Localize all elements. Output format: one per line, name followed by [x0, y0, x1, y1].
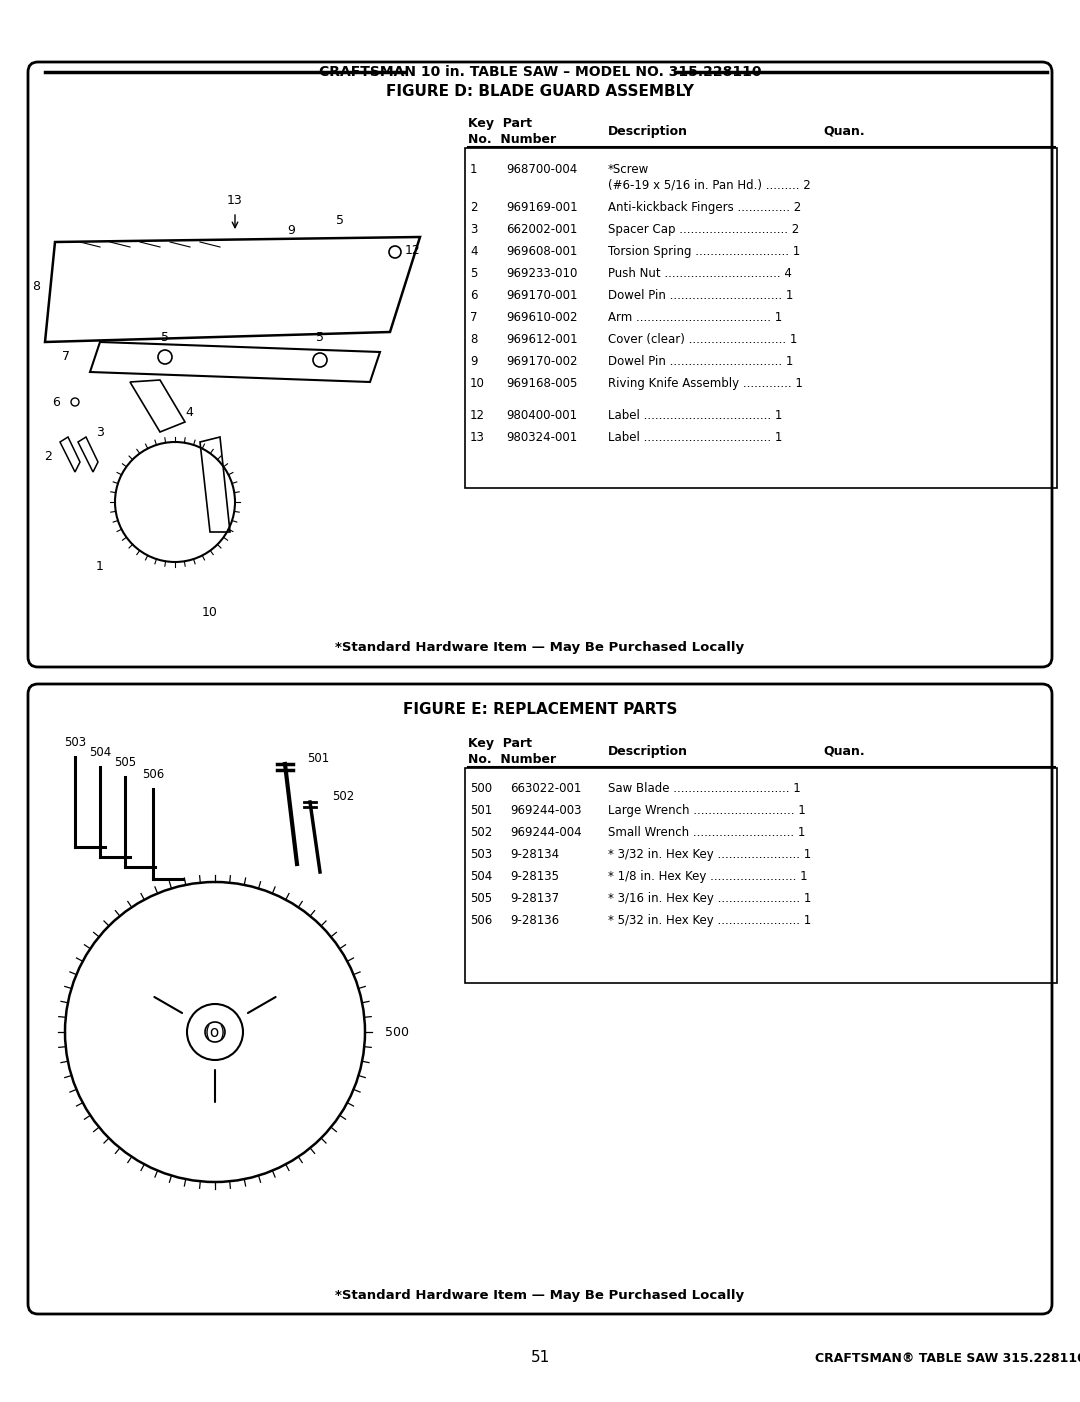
Text: 12: 12: [405, 244, 421, 257]
Text: 7: 7: [62, 350, 70, 363]
Text: 662002-001: 662002-001: [507, 223, 578, 236]
Text: Arm .................................... 1: Arm ....................................…: [608, 311, 782, 324]
Text: CRAFTSMAN 10 in. TABLE SAW – MODEL NO. 315.228110: CRAFTSMAN 10 in. TABLE SAW – MODEL NO. 3…: [319, 64, 761, 79]
Text: 10: 10: [202, 606, 218, 618]
Text: 4: 4: [470, 245, 477, 258]
Text: Anti-kickback Fingers .............. 2: Anti-kickback Fingers .............. 2: [608, 200, 801, 215]
Text: 969170-002: 969170-002: [507, 355, 578, 367]
Text: 502: 502: [470, 826, 492, 838]
Text: * 3/32 in. Hex Key ...................... 1: * 3/32 in. Hex Key .....................…: [608, 848, 811, 861]
Text: 969244-003: 969244-003: [510, 803, 581, 817]
Text: Dowel Pin .............................. 1: Dowel Pin ..............................…: [608, 355, 794, 367]
Text: 51: 51: [530, 1350, 550, 1366]
Text: 5: 5: [336, 215, 345, 227]
Text: 506: 506: [141, 768, 164, 781]
Text: Label .................................. 1: Label ..................................…: [608, 409, 782, 422]
Text: No.  Number: No. Number: [468, 133, 556, 146]
Text: *Standard Hardware Item — May Be Purchased Locally: *Standard Hardware Item — May Be Purchas…: [336, 641, 744, 653]
Text: 500: 500: [384, 1025, 409, 1039]
Text: * 5/32 in. Hex Key ...................... 1: * 5/32 in. Hex Key .....................…: [608, 914, 811, 927]
Text: 3: 3: [470, 223, 477, 236]
Text: 8: 8: [32, 280, 40, 293]
Text: CRAFTSMAN® TABLE SAW 315.228110: CRAFTSMAN® TABLE SAW 315.228110: [814, 1352, 1080, 1364]
Text: Small Wrench ........................... 1: Small Wrench ...........................…: [608, 826, 806, 838]
Text: 4: 4: [185, 405, 193, 419]
Text: 5: 5: [316, 331, 324, 343]
Text: 1: 1: [470, 163, 477, 177]
Text: Torsion Spring ......................... 1: Torsion Spring .........................…: [608, 245, 800, 258]
Text: * 1/8 in. Hex Key ....................... 1: * 1/8 in. Hex Key ......................…: [608, 871, 808, 883]
Text: 9: 9: [287, 223, 295, 237]
Text: Push Nut ............................... 4: Push Nut ...............................…: [608, 266, 792, 280]
Text: Large Wrench ........................... 1: Large Wrench ...........................…: [608, 803, 806, 817]
Text: Key  Part: Key Part: [468, 116, 532, 130]
Text: Quan.: Quan.: [823, 744, 865, 758]
Text: (o): (o): [204, 1025, 226, 1039]
Text: 504: 504: [89, 746, 111, 758]
Text: 506: 506: [470, 914, 492, 927]
Text: * 3/16 in. Hex Key ...................... 1: * 3/16 in. Hex Key .....................…: [608, 892, 811, 906]
Text: 505: 505: [113, 756, 136, 770]
Text: 10: 10: [470, 377, 485, 390]
Text: 13: 13: [470, 430, 485, 444]
Text: 13: 13: [227, 193, 243, 207]
Text: Label .................................. 1: Label ..................................…: [608, 430, 782, 444]
Text: No.  Number: No. Number: [468, 753, 556, 765]
Bar: [465, 149, 1057, 488]
Text: Dowel Pin .............................. 1: Dowel Pin ..............................…: [608, 289, 794, 301]
Text: 502: 502: [332, 791, 354, 803]
Text: 9: 9: [470, 355, 477, 367]
Text: 663022-001: 663022-001: [510, 782, 581, 795]
Text: 2: 2: [44, 450, 52, 464]
Text: 12: 12: [470, 409, 485, 422]
Text: 3: 3: [96, 425, 104, 439]
Text: *Standard Hardware Item — May Be Purchased Locally: *Standard Hardware Item — May Be Purchas…: [336, 1288, 744, 1301]
Text: 505: 505: [470, 892, 492, 906]
Text: 7: 7: [470, 311, 477, 324]
Text: Key  Part: Key Part: [468, 737, 532, 750]
Text: 980324-001: 980324-001: [507, 430, 577, 444]
Text: 969610-002: 969610-002: [507, 311, 578, 324]
Text: 503: 503: [470, 848, 492, 861]
Text: 969170-001: 969170-001: [507, 289, 578, 301]
Text: 2: 2: [470, 200, 477, 215]
Text: 504: 504: [470, 871, 492, 883]
Text: Cover (clear) .......................... 1: Cover (clear) ..........................…: [608, 334, 797, 346]
Text: 9-28137: 9-28137: [510, 892, 559, 906]
Text: 9-28135: 9-28135: [510, 871, 559, 883]
Text: 980400-001: 980400-001: [507, 409, 577, 422]
Text: (#6-19 x 5/16 in. Pan Hd.) ......... 2: (#6-19 x 5/16 in. Pan Hd.) ......... 2: [608, 179, 811, 192]
Text: 6: 6: [470, 289, 477, 301]
Text: 5: 5: [161, 331, 168, 343]
Text: Quan.: Quan.: [823, 125, 865, 137]
Text: 501: 501: [470, 803, 492, 817]
Text: 501: 501: [307, 753, 329, 765]
Text: 968700-004: 968700-004: [507, 163, 577, 177]
Text: Riving Knife Assembly ............. 1: Riving Knife Assembly ............. 1: [608, 377, 802, 390]
Text: Description: Description: [608, 125, 688, 137]
Text: 500: 500: [470, 782, 492, 795]
Text: FIGURE E: REPLACEMENT PARTS: FIGURE E: REPLACEMENT PARTS: [403, 701, 677, 716]
Text: 969608-001: 969608-001: [507, 245, 578, 258]
Text: 6: 6: [52, 395, 60, 408]
Text: 5: 5: [470, 266, 477, 280]
Text: FIGURE D: BLADE GUARD ASSEMBLY: FIGURE D: BLADE GUARD ASSEMBLY: [386, 84, 694, 100]
Text: Spacer Cap ............................. 2: Spacer Cap .............................…: [608, 223, 799, 236]
Text: 969233-010: 969233-010: [507, 266, 578, 280]
Text: 969169-001: 969169-001: [507, 200, 578, 215]
Bar: [465, 768, 1057, 983]
Text: 8: 8: [470, 334, 477, 346]
Text: 9-28134: 9-28134: [510, 848, 559, 861]
Text: Description: Description: [608, 744, 688, 758]
Text: 969244-004: 969244-004: [510, 826, 582, 838]
Text: 503: 503: [64, 736, 86, 749]
Text: Saw Blade ............................... 1: Saw Blade ..............................…: [608, 782, 800, 795]
Text: 969168-005: 969168-005: [507, 377, 578, 390]
Text: 969612-001: 969612-001: [507, 334, 578, 346]
Text: 1: 1: [96, 561, 104, 573]
Text: 9-28136: 9-28136: [510, 914, 559, 927]
Text: *Screw: *Screw: [608, 163, 649, 177]
